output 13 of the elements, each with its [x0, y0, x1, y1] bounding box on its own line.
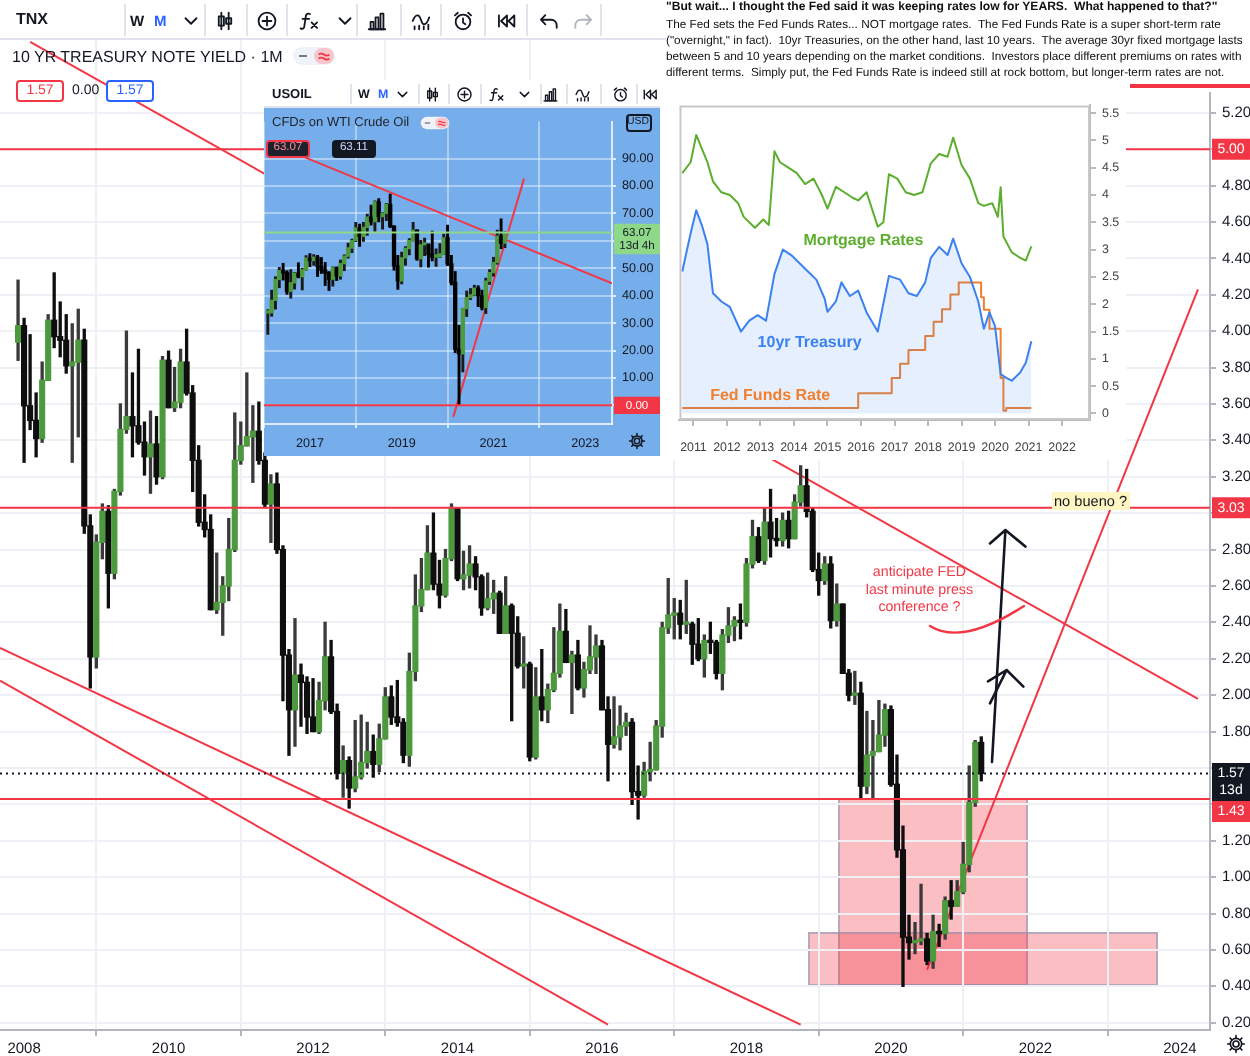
- candlestick: [917, 883, 925, 946]
- series-label: 10yr Treasury: [757, 333, 863, 352]
- series-label: Fed Funds Rate: [710, 386, 832, 405]
- chart-title: 10 YR TREASURY NOTE YIELD · 1M: [12, 47, 283, 65]
- candlestick: [936, 923, 943, 947]
- candlestick: [568, 650, 575, 715]
- text: TNX: [16, 10, 48, 28]
- candlestick: [610, 696, 618, 749]
- series-label: Mortgage Rates: [803, 231, 925, 250]
- candlestick: [297, 663, 305, 727]
- candlestick: [340, 745, 347, 798]
- candlestick: [15, 279, 22, 361]
- candlestick: [948, 880, 955, 920]
